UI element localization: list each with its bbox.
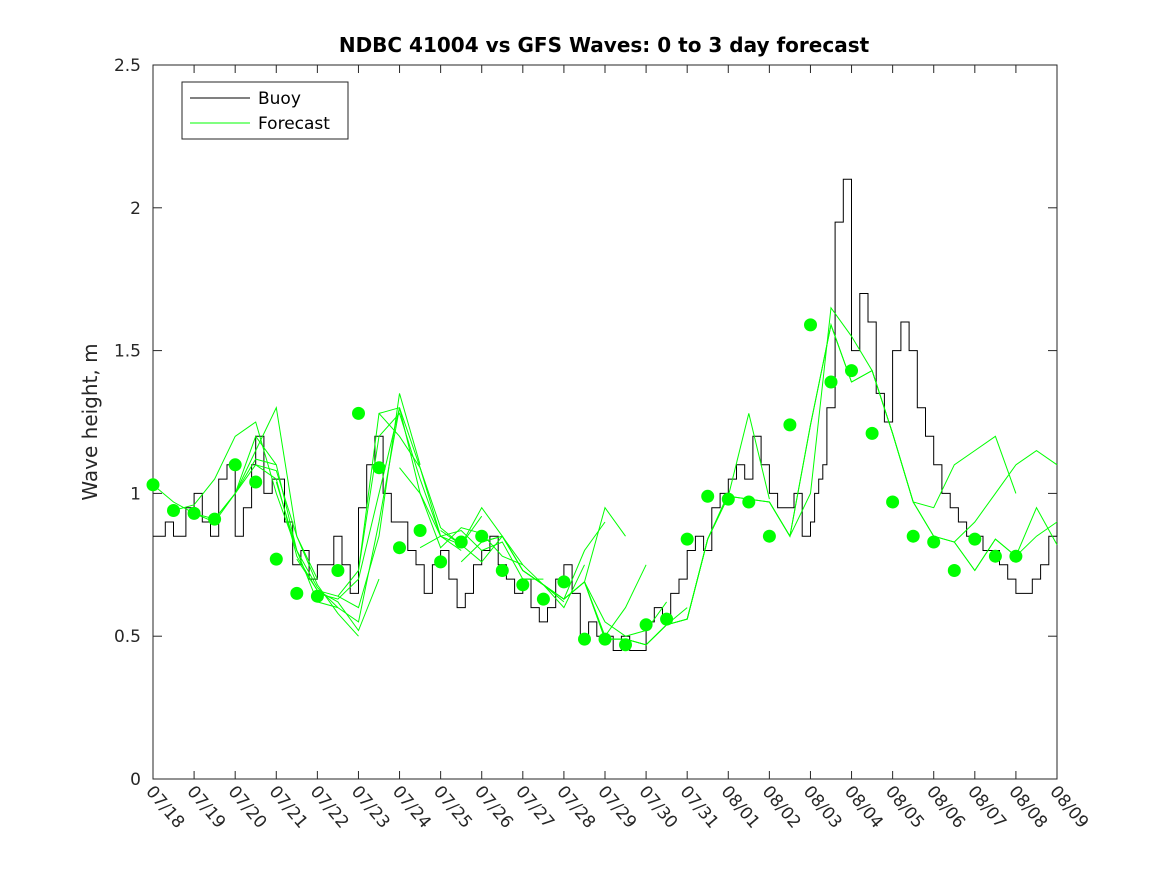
forecast-line-31 bbox=[953, 449, 1058, 543]
forecast-point bbox=[886, 495, 900, 509]
forecast-point bbox=[372, 461, 386, 475]
forecast-point bbox=[578, 632, 591, 646]
forecast-point bbox=[824, 375, 838, 389]
forecast-point bbox=[393, 541, 406, 555]
series-layer bbox=[146, 178, 1058, 652]
forecast-point bbox=[167, 504, 180, 517]
y-tick-label: 1 bbox=[130, 484, 141, 504]
forecast-point bbox=[988, 549, 1002, 563]
forecast-point bbox=[742, 495, 756, 509]
forecast-point bbox=[927, 535, 941, 549]
forecast-point bbox=[352, 406, 365, 420]
forecast-point bbox=[434, 555, 448, 569]
forecast-point bbox=[1009, 549, 1023, 563]
forecast-point bbox=[845, 364, 858, 378]
forecast-point bbox=[208, 512, 222, 526]
forecast-point bbox=[783, 418, 797, 432]
forecast-point bbox=[269, 552, 283, 566]
forecast-point bbox=[413, 524, 427, 537]
forecast-point bbox=[804, 318, 817, 332]
forecast-point bbox=[310, 589, 324, 603]
forecast-point bbox=[619, 638, 632, 652]
forecast-line-29 bbox=[892, 433, 1017, 509]
forecast-point bbox=[721, 492, 735, 506]
y-axis-label: Wave height, m bbox=[78, 343, 102, 500]
forecast-point bbox=[906, 529, 920, 543]
y-tick-label: 0.5 bbox=[114, 627, 141, 647]
y-tick-label: 2 bbox=[130, 199, 141, 219]
legend-forecast-label: Forecast bbox=[258, 114, 330, 134]
chart-title: NDBC 41004 vs GFS Waves: 0 to 3 day fore… bbox=[339, 33, 870, 57]
forecast-point bbox=[762, 529, 776, 543]
forecast-point bbox=[228, 458, 242, 472]
forecast-point bbox=[146, 478, 160, 492]
forecast-point bbox=[454, 535, 468, 549]
forecast-point bbox=[865, 426, 879, 440]
forecast-point bbox=[187, 506, 201, 520]
forecast-point bbox=[290, 586, 304, 600]
forecast-point bbox=[598, 632, 612, 646]
forecast-point bbox=[331, 564, 345, 577]
forecast-point bbox=[701, 489, 715, 503]
forecast-point bbox=[495, 564, 509, 577]
forecast-point bbox=[249, 475, 263, 489]
legend-box bbox=[181, 81, 349, 140]
forecast-point bbox=[536, 592, 550, 606]
forecast-point bbox=[516, 578, 530, 592]
forecast-point bbox=[968, 532, 982, 546]
legend: Buoy Forecast bbox=[181, 81, 349, 140]
y-tick-label: 0 bbox=[130, 770, 141, 790]
y-tick-label: 2.5 bbox=[114, 56, 141, 76]
y-tick-label: 1.5 bbox=[114, 342, 141, 362]
forecast-point bbox=[639, 618, 653, 632]
legend-buoy-label: Buoy bbox=[258, 89, 301, 109]
forecast-point bbox=[475, 529, 489, 543]
forecast-line-1 bbox=[173, 421, 298, 551]
forecast-point bbox=[660, 612, 674, 626]
forecast-point bbox=[557, 575, 571, 589]
plot-area bbox=[152, 64, 1058, 780]
forecast-point bbox=[680, 532, 694, 546]
buoy-line bbox=[153, 178, 1058, 651]
forecast-line-12 bbox=[399, 467, 523, 566]
forecast-point bbox=[947, 564, 961, 577]
forecast-line-6 bbox=[275, 407, 400, 623]
